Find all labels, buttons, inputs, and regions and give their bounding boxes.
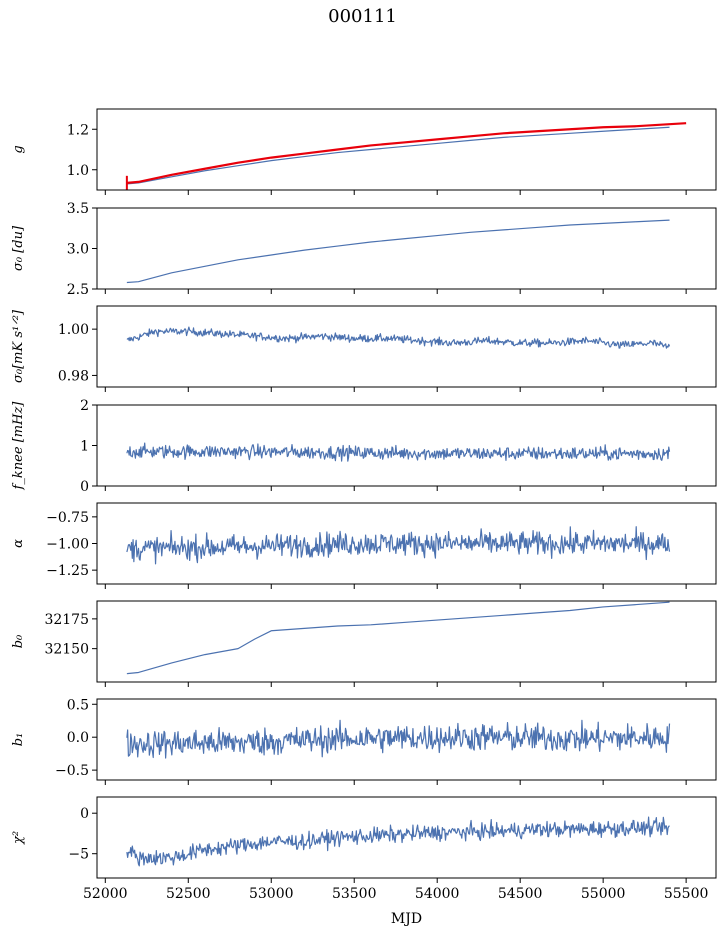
axes-frame: [96, 698, 717, 781]
y-tick-label: 0: [80, 479, 89, 495]
y-tick-label: −0.5: [55, 763, 89, 779]
x-tick-label: 53500: [332, 886, 377, 902]
panel-4: 0 1 2 f_knee [mHz]: [11, 398, 717, 495]
x-tick-label: 54500: [498, 886, 543, 902]
y-tick-label: 0.98: [58, 368, 89, 384]
y-tick-label: 1.0: [67, 163, 89, 179]
axes-frame: [96, 404, 717, 487]
x-axis-label: MJD: [391, 911, 422, 927]
series-line-1: [126, 816, 670, 867]
x-tick-label: 52500: [166, 886, 211, 902]
series-line-1: [126, 219, 670, 284]
y-tick-label: 1.00: [58, 322, 89, 338]
y-tick-label: 1.2: [67, 122, 89, 138]
y-axis-label: σ₀ [du]: [11, 225, 26, 271]
series-line-1: [126, 326, 671, 349]
series-line-1: [126, 126, 670, 185]
x-tick-label: 55000: [581, 886, 626, 902]
y-tick-label: 32175: [44, 612, 89, 628]
series-line-1: [126, 719, 671, 759]
axes-frame: [96, 600, 717, 683]
y-axis-label: b₀: [11, 634, 26, 648]
y-tick-label: 3.0: [67, 242, 89, 258]
panel-1: 1.0 1.2 g: [11, 108, 717, 195]
y-tick-label: 2.5: [67, 282, 89, 298]
y-axis-label: f_knee [mHz]: [11, 401, 26, 491]
series-line-1: [126, 601, 670, 675]
y-tick-label: 0: [80, 806, 89, 822]
series-line-2: [126, 122, 687, 185]
panel-7: −0.5 0.0 0.5 b₁: [11, 697, 717, 785]
y-tick-label: −1.25: [46, 563, 89, 579]
y-axis-label: χ²: [11, 831, 26, 845]
y-tick-label: 2: [80, 398, 89, 414]
series-line-1: [126, 526, 671, 565]
y-tick-label: 0.0: [67, 730, 89, 746]
x-tick-label: 55500: [664, 886, 709, 902]
y-tick-label: 3.5: [67, 201, 89, 217]
y-tick-label: 0.5: [67, 697, 89, 713]
y-axis-label: b₁: [11, 733, 26, 747]
x-tick-label: 54000: [415, 886, 460, 902]
axes-frame: [96, 796, 717, 879]
x-tick-label: 52000: [83, 886, 128, 902]
y-axis-label: g: [11, 145, 26, 153]
axes-frame: [96, 305, 717, 388]
panel-2: 2.5 3.0 3.5 σ₀ [du]: [11, 201, 717, 298]
y-tick-label: −0.75: [46, 510, 89, 526]
panel-6: 32150 32175 b₀: [11, 600, 717, 687]
y-tick-label: 1: [80, 439, 89, 455]
panel-3: 0.98 1.00 σ₀[mK s¹ᐟ²]: [11, 305, 717, 392]
y-tick-label: −1.00: [46, 537, 89, 553]
y-tick-label: 32150: [44, 642, 89, 658]
y-axis-label: α: [11, 539, 26, 548]
y-tick-label: −5: [68, 847, 89, 863]
panel-5: −1.25 −1.00 −0.75 α: [11, 502, 717, 589]
figure-title: 000111: [328, 6, 397, 27]
axes-frame: [96, 207, 717, 290]
y-axis-label: σ₀[mK s¹ᐟ²]: [11, 309, 26, 383]
x-tick-label: 53000: [249, 886, 294, 902]
series-line-1: [126, 442, 671, 462]
axes-frame: [96, 108, 717, 191]
panel-8: −5 0 52000 52500 53000 53500 54000 54500 55000 55…: [11, 796, 717, 902]
